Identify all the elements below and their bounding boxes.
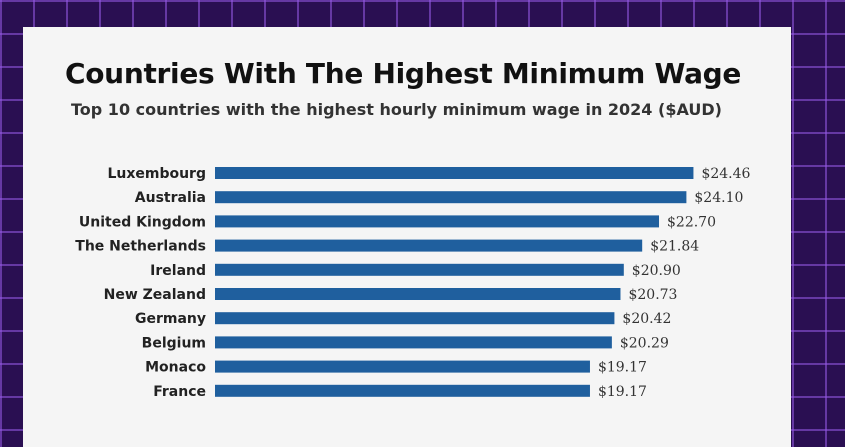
category-label: Belgium <box>142 335 206 351</box>
bar <box>215 336 612 349</box>
category-label: The Netherlands <box>75 239 206 255</box>
value-label: $20.73 <box>628 287 677 303</box>
value-label: $19.17 <box>598 360 647 376</box>
category-label: Luxembourg <box>107 166 206 182</box>
category-label: France <box>153 384 206 400</box>
bar <box>215 215 660 228</box>
bar-chart-plot: Luxembourg $24.46 Australia $24.10 United Ki… <box>75 166 750 400</box>
value-label: $20.29 <box>620 335 669 351</box>
bar <box>215 288 621 300</box>
value-label: $21.84 <box>650 239 699 255</box>
bar <box>215 239 643 252</box>
value-label: $24.10 <box>694 190 743 206</box>
chart-card: Countries With The Highest Minimum Wage … <box>23 27 791 447</box>
value-label: $20.42 <box>622 311 671 327</box>
category-label: United Kingdom <box>79 214 206 230</box>
value-label: $24.46 <box>701 166 750 182</box>
bar <box>215 263 624 276</box>
category-label: Ireland <box>150 263 206 279</box>
bar <box>215 191 687 204</box>
bar <box>215 167 694 179</box>
value-label: $20.90 <box>632 263 681 279</box>
category-label: Australia <box>135 190 206 206</box>
bar <box>215 384 590 397</box>
bar <box>215 312 615 325</box>
value-label: $22.70 <box>667 214 716 230</box>
chart-title: Countries With The Highest Minimum Wage <box>65 57 742 90</box>
category-label: New Zealand <box>104 287 206 303</box>
category-label: Monaco <box>145 360 206 376</box>
category-label: Germany <box>135 311 206 327</box>
value-label: $19.17 <box>598 384 647 400</box>
bar <box>215 360 590 373</box>
chart-subtitle: Top 10 countries with the highest hourly… <box>71 100 722 119</box>
